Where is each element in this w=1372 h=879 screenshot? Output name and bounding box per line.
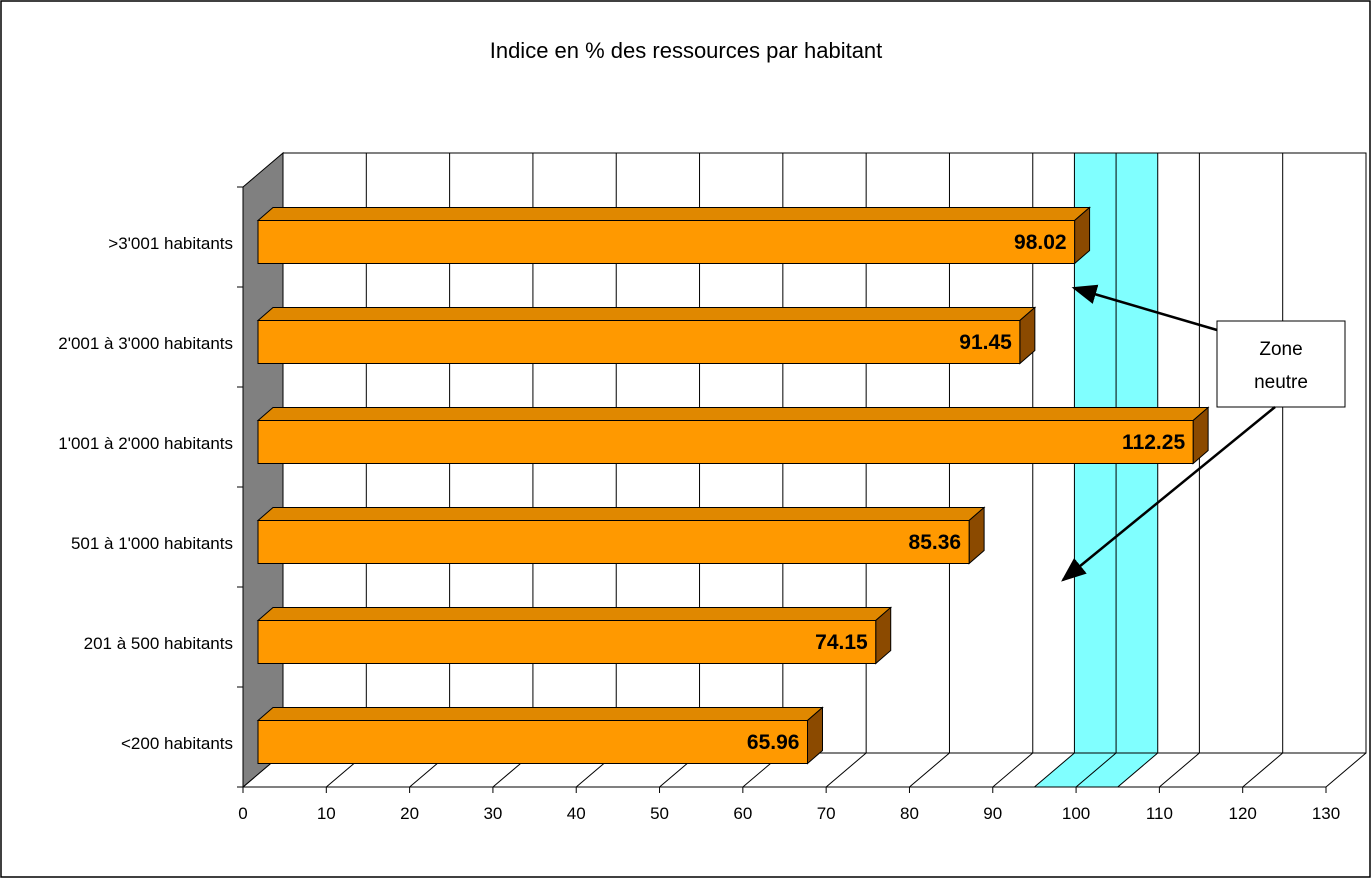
- x-tick-label: 20: [400, 804, 419, 823]
- x-tick-label: 0: [238, 804, 247, 823]
- bar: [257, 320, 1021, 364]
- category-label: 2'001 à 3'000 habitants: [58, 334, 233, 353]
- gridline-floor: [825, 752, 867, 788]
- bars-group: 98.02 91.45 112.25 85.36 74.15 65.96: [256, 206, 1210, 765]
- gridline-floor: [1242, 752, 1284, 788]
- bar-top-face: [256, 607, 893, 621]
- data-label: 85.36: [909, 531, 962, 554]
- bar-top-face: [256, 307, 1037, 321]
- x-tick-label: 120: [1229, 804, 1257, 823]
- x-tick-label: 50: [650, 804, 669, 823]
- data-label: 65.96: [747, 731, 800, 754]
- x-tick-label: 110: [1146, 804, 1173, 823]
- data-label: 98.02: [1014, 231, 1067, 254]
- annotation-line-1: Zone: [1259, 339, 1302, 360]
- bar: [257, 220, 1076, 264]
- bar-top-face: [256, 507, 986, 521]
- x-tick-label: 40: [567, 804, 586, 823]
- bar-top-face: [256, 407, 1210, 421]
- gridline-floor: [992, 752, 1034, 788]
- category-label: 201 à 500 habitants: [84, 634, 233, 653]
- annotation-line-2: neutre: [1254, 372, 1308, 393]
- annotation-arrow-lower: [1061, 406, 1276, 582]
- annotation-box: [1216, 320, 1346, 408]
- annotation-group: Zone neutre: [1061, 284, 1346, 582]
- gridline-floor: [1075, 752, 1117, 788]
- x-tick-label: 90: [983, 804, 1002, 823]
- chart-title: Indice en % des ressources par habitant: [490, 38, 883, 63]
- data-label: 112.25: [1122, 431, 1185, 454]
- x-tick-label: 130: [1312, 804, 1340, 823]
- data-label: 74.15: [815, 631, 868, 654]
- bar: [257, 720, 808, 764]
- category-label: 1'001 à 2'000 habitants: [58, 434, 233, 453]
- category-label: <200 habitants: [121, 734, 233, 753]
- category-label: >3'001 habitants: [108, 234, 233, 253]
- gridline-floor: [1325, 752, 1367, 788]
- bar: [257, 520, 970, 564]
- bar-top-face: [256, 707, 824, 721]
- gridline-floor: [909, 752, 950, 788]
- bar-top-face: [256, 207, 1091, 221]
- bar: [257, 620, 877, 664]
- bar: [257, 420, 1194, 464]
- axis-group: >3'001 habitants 2'001 à 3'000 habitants 1…: [58, 186, 1340, 823]
- gridline-floor: [1159, 752, 1200, 788]
- x-tick-label: 10: [317, 804, 336, 823]
- category-label: 501 à 1'000 habitants: [71, 534, 233, 553]
- x-tick-label: 80: [900, 804, 919, 823]
- annotation-arrow-upper: [1071, 284, 1218, 332]
- x-tick-label: 60: [733, 804, 752, 823]
- data-label: 91.45: [959, 331, 1012, 354]
- x-tick-label: 30: [483, 804, 502, 823]
- x-tick-label: 100: [1062, 804, 1090, 823]
- x-tick-label: 70: [817, 804, 836, 823]
